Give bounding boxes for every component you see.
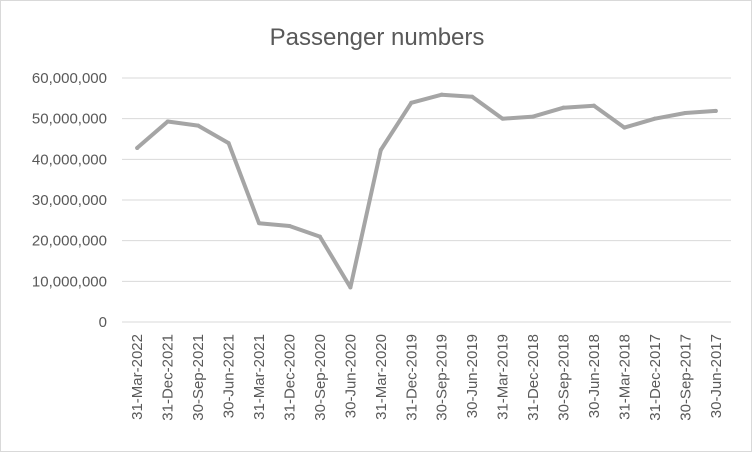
x-tick-label: 31-Dec-2021 [160,334,177,421]
data-point [622,125,627,130]
x-tick-label: 31-Dec-2017 [647,334,664,421]
y-tick-label: 40,000,000 [32,151,107,168]
y-tick-label: 20,000,000 [32,233,107,250]
data-point [348,285,353,290]
x-tick-label: 30-Sep-2020 [312,334,329,421]
x-tick-label: 31-Mar-2020 [373,334,390,420]
chart-title: Passenger numbers [270,24,485,51]
y-tick-label: 60,000,000 [32,70,107,87]
x-tick-label: 31-Dec-2020 [281,334,298,421]
x-tick-label: 30-Sep-2018 [556,334,573,421]
y-tick-label: 30,000,000 [32,192,107,209]
data-point [713,108,718,113]
x-tick-label: 31-Mar-2022 [129,334,146,420]
x-tick-label: 31-Mar-2019 [495,334,512,420]
series-group [135,92,718,290]
data-point [165,119,170,124]
data-point [378,147,383,152]
x-tick-label: 30-Sep-2019 [434,334,451,421]
data-point [439,92,444,97]
y-tick-label: 10,000,000 [32,273,107,290]
data-point [470,94,475,99]
data-point [561,105,566,110]
data-point [226,141,231,146]
series-line [135,92,718,290]
data-point [591,103,596,108]
data-point [135,145,140,150]
x-tick-label: 30-Jun-2019 [464,334,481,418]
x-tick-label: 31-Dec-2019 [403,334,420,421]
x-tick-label: 30-Jun-2018 [586,334,603,418]
x-axis-ticks: 31-Mar-2022 31-Dec-2021 30-Sep-2021 30-Jun-… [129,334,725,421]
x-tick-label: 30-Sep-2017 [677,334,694,421]
data-point [500,116,505,121]
data-point [257,221,262,226]
gridlines [122,77,731,323]
x-tick-label: 30-Sep-2021 [190,334,207,421]
y-axis-ticks: 0 10,000,000 20,000,000 30,000,000 40,000,00… [32,70,107,331]
data-point [409,100,414,105]
x-tick-label: 30-Jun-2020 [342,334,359,418]
data-point [683,110,688,115]
x-tick-label: 30-Jun-2021 [221,334,238,418]
y-tick-label: 0 [99,314,107,331]
data-point [652,116,657,121]
y-tick-label: 50,000,000 [32,111,107,128]
data-point [531,114,536,119]
x-tick-label: 31-Mar-2018 [616,334,633,420]
x-tick-label: 31-Mar-2021 [251,334,268,420]
data-point [317,234,322,239]
data-point [196,123,201,128]
data-point [287,224,292,229]
x-tick-label: 30-Jun-2017 [708,334,725,418]
x-tick-label: 31-Dec-2018 [525,334,542,421]
